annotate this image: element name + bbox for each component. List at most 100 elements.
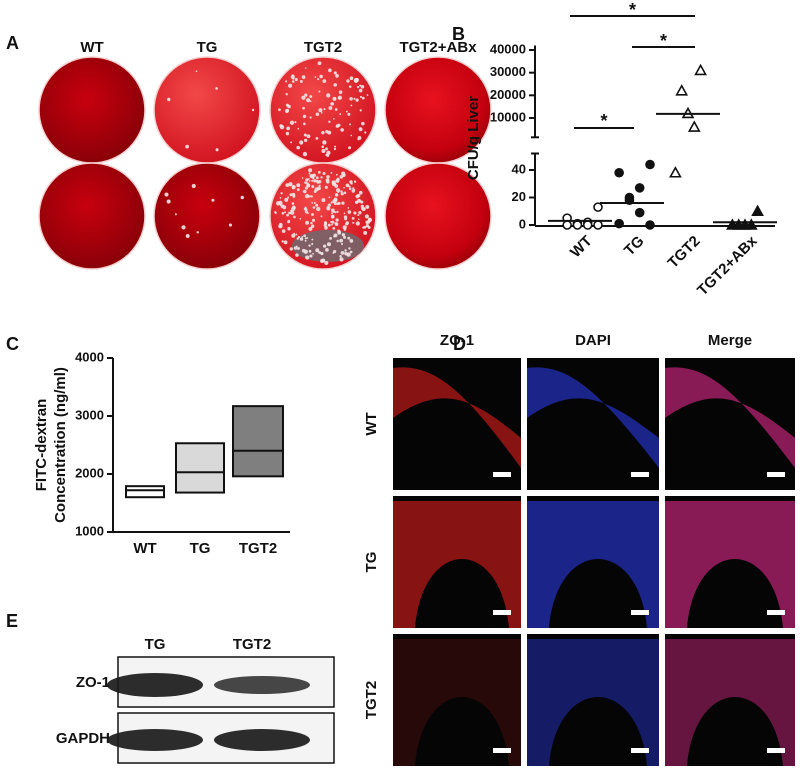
colony	[337, 96, 341, 100]
colony	[339, 257, 344, 262]
colony	[279, 124, 283, 128]
scale-bar	[631, 748, 649, 753]
colony	[285, 80, 288, 83]
colony	[339, 113, 342, 115]
range-box	[232, 405, 284, 478]
colony	[293, 215, 296, 219]
colony	[315, 248, 320, 253]
colony	[286, 213, 290, 217]
colony	[333, 83, 337, 87]
y-tick-label: 40000	[490, 41, 526, 56]
tissue	[527, 501, 659, 628]
colony	[338, 90, 343, 94]
colony	[330, 171, 333, 174]
colony	[313, 190, 317, 194]
colony	[240, 195, 244, 200]
colony	[309, 116, 312, 119]
colony	[309, 95, 313, 98]
colony	[365, 204, 370, 209]
colony	[343, 228, 347, 231]
colony	[285, 183, 290, 188]
colony	[313, 179, 317, 183]
colony	[309, 100, 312, 103]
colony	[299, 80, 303, 83]
colony	[289, 120, 295, 125]
colony	[185, 144, 189, 149]
colony	[326, 150, 331, 155]
colony	[334, 193, 339, 197]
colony	[320, 259, 325, 264]
data-point	[645, 220, 655, 230]
panel-label: A	[6, 33, 19, 53]
colony	[291, 187, 295, 190]
colony	[323, 108, 326, 111]
colony	[303, 207, 307, 211]
colony	[331, 212, 333, 215]
y-tick-label: 2000	[75, 465, 104, 480]
column-label: DAPI	[575, 332, 611, 349]
colony	[283, 240, 288, 245]
tissue	[527, 639, 659, 766]
colony	[303, 133, 307, 137]
x-tick-label: TG	[621, 233, 648, 260]
significance-star: *	[600, 111, 607, 131]
data-point	[744, 218, 758, 230]
colony	[281, 229, 286, 233]
colony	[310, 174, 314, 179]
plate-label: TG	[197, 39, 218, 56]
colony	[345, 183, 350, 188]
colony	[311, 238, 314, 241]
colony	[293, 232, 296, 235]
colony	[322, 172, 326, 175]
data-point	[572, 220, 583, 230]
colony	[322, 140, 327, 145]
colony	[324, 185, 328, 189]
colony	[339, 254, 342, 258]
colony	[326, 242, 332, 247]
colony	[285, 93, 288, 96]
colony	[335, 173, 338, 176]
colony	[308, 180, 311, 182]
row-label: TGT2	[363, 681, 380, 719]
colony	[350, 134, 353, 137]
colony	[281, 240, 284, 243]
data-point	[751, 204, 764, 217]
colony	[294, 78, 298, 82]
colony	[358, 190, 363, 195]
colony	[278, 108, 281, 112]
colony	[364, 214, 369, 219]
colony	[357, 218, 360, 221]
colony	[310, 221, 313, 225]
column-label: Merge	[708, 332, 752, 349]
colony	[348, 247, 351, 250]
colony	[332, 210, 335, 213]
plate	[384, 162, 492, 270]
colony	[164, 192, 169, 197]
colony	[366, 94, 369, 96]
colony	[364, 131, 367, 134]
colony	[340, 251, 345, 255]
colony	[337, 190, 340, 193]
blot-row-label: GAPDH	[56, 730, 110, 747]
colony	[302, 151, 308, 157]
y-axis-label: CFU/g Liver	[465, 96, 482, 180]
colony	[287, 220, 291, 224]
colony	[312, 252, 314, 255]
colony	[345, 222, 349, 226]
colony	[348, 146, 352, 150]
colony	[343, 212, 346, 215]
colony	[304, 239, 307, 242]
colony	[356, 85, 360, 89]
data-point	[593, 202, 603, 212]
tissue	[665, 367, 795, 468]
colony	[327, 130, 332, 135]
colony	[284, 211, 287, 214]
colony	[320, 112, 323, 114]
data-point	[726, 218, 739, 230]
colony	[358, 88, 363, 93]
colony	[320, 215, 323, 218]
y-tick-label: 20000	[490, 87, 526, 102]
colony	[360, 85, 365, 89]
micrograph	[527, 634, 659, 766]
data-point	[562, 220, 572, 230]
